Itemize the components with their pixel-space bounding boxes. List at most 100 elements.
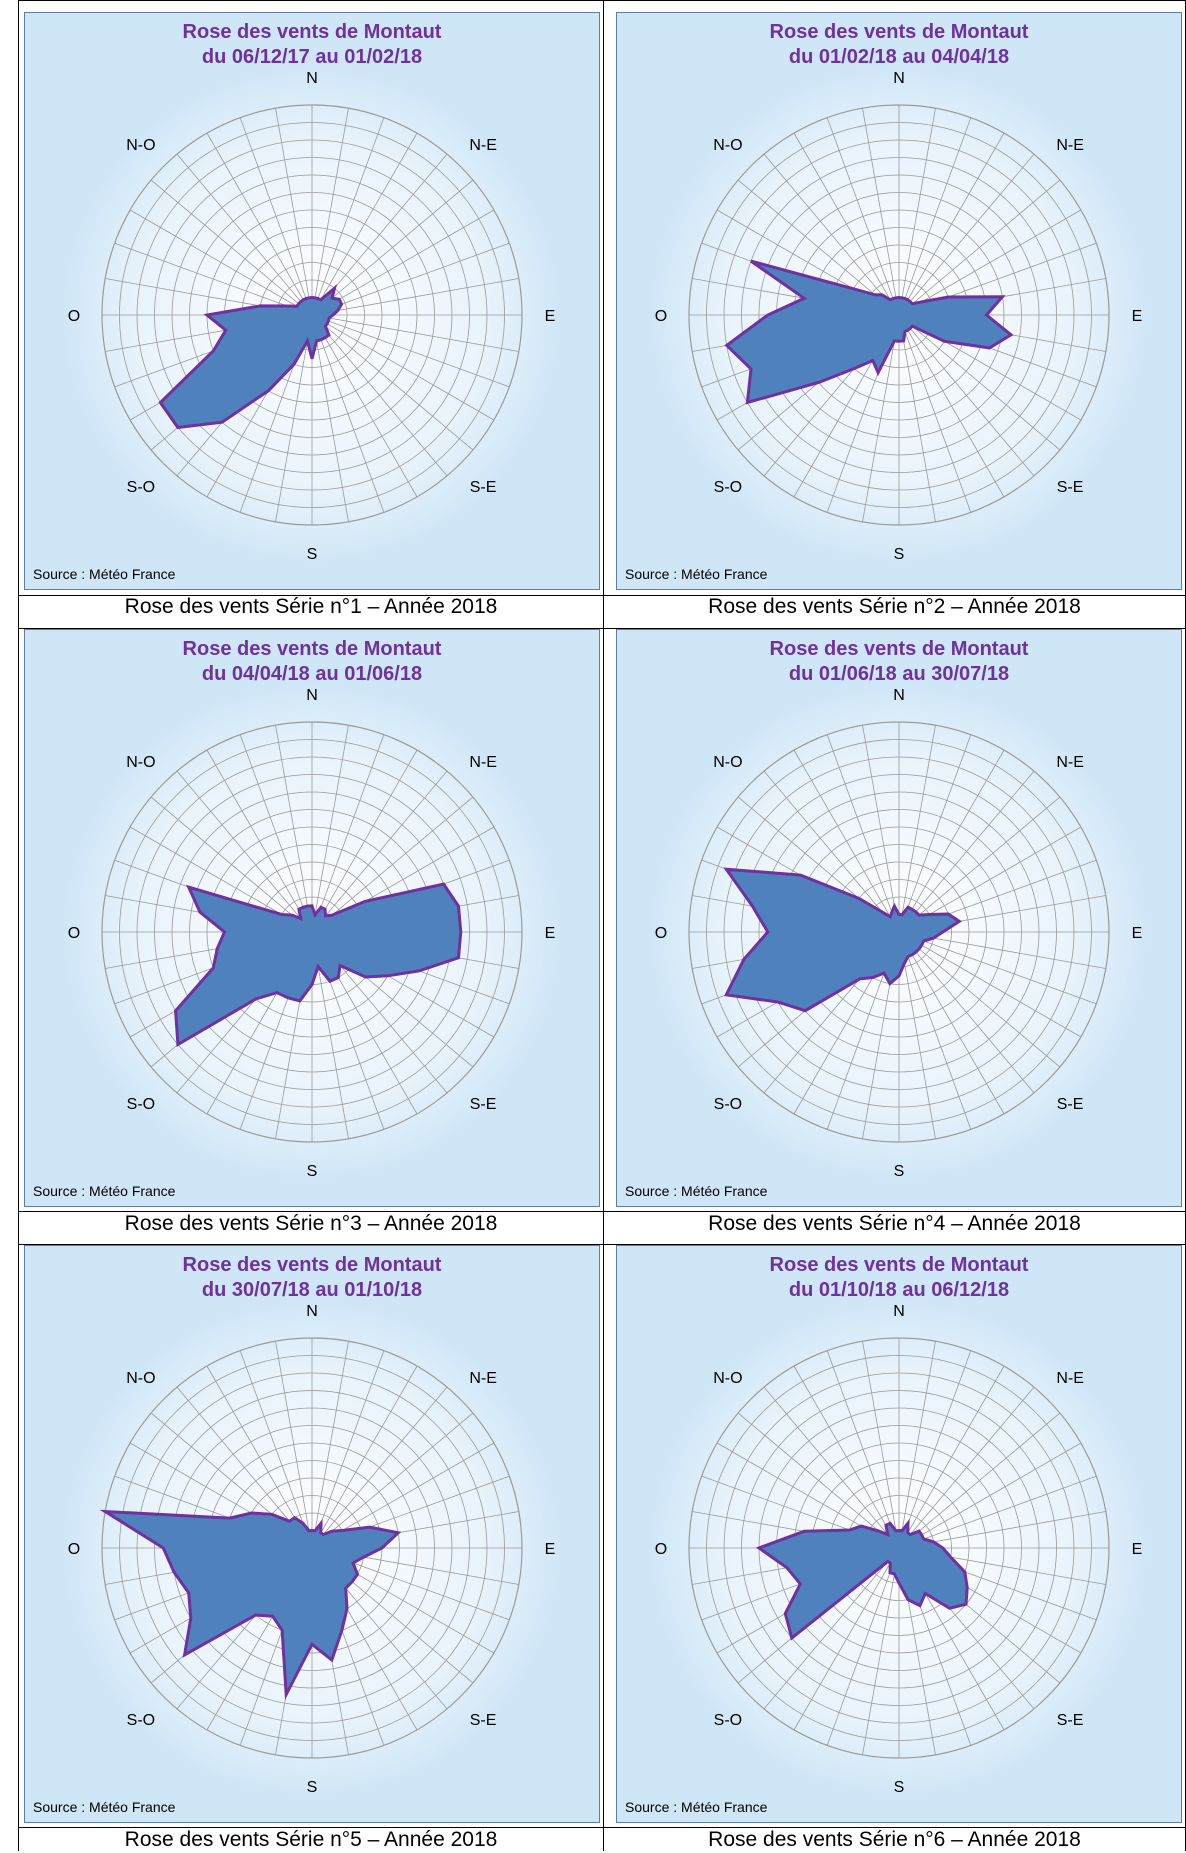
direction-label: O [68,925,80,942]
chart-subtitle: du 30/07/18 au 01/10/18 [202,1279,422,1301]
chart-cell-1: N N-E E S-E S S-O O N-O Rose des vents de Montau… [24,12,600,590]
direction-label: S-E [1057,1712,1084,1729]
grid-spoke [898,117,972,316]
grid-spoke [862,1341,900,1549]
grid-spoke [763,1386,900,1549]
direction-label: N-O [126,1370,155,1387]
grid-spoke [898,153,1035,316]
direction-label: S [894,546,905,563]
table-rule [18,1827,1186,1828]
grid-spoke [898,132,1005,316]
wind-frequency-area [723,867,963,1013]
direction-label: N [306,70,318,87]
chart-cell-4: N N-E E S-E S S-O O N-O Rose des vents de Montau… [616,629,1182,1207]
grid-spoke [311,314,448,477]
table-rule [18,0,1186,1]
direction-label: N-E [469,137,497,154]
source-note: Source : Météo France [625,1183,768,1199]
table-rule [18,628,1186,629]
direction-label: N-O [713,1370,742,1387]
direction-label: E [545,1541,556,1558]
direction-label: S-O [714,1712,742,1729]
direction-label: N-E [469,1370,497,1387]
grid-spoke [898,1475,1097,1549]
chart-subtitle: du 01/06/18 au 30/07/18 [789,663,1009,685]
grid-spoke [206,132,313,316]
grid-spoke [898,314,1035,477]
grid-spoke [898,314,972,513]
grid-spoke [129,209,313,316]
direction-label: O [655,925,667,942]
grid-spoke [311,1386,448,1549]
source-note: Source : Météo France [625,1799,768,1815]
grid-spoke [311,796,474,933]
grid-spoke [793,749,900,933]
grid-spoke [114,242,313,316]
chart-cell-6: N N-E E S-E S S-O O N-O Rose des vents de Montau… [616,1245,1182,1823]
wind-rose-chart: N N-E E S-E S S-O O N-O Rose des vents de Montau… [24,629,600,1207]
direction-label: N-E [469,754,497,771]
direction-label: N [893,687,905,704]
direction-label: S [307,1163,318,1180]
grid-spoke [275,1341,313,1549]
grid-spoke [150,796,313,933]
grid-spoke [311,242,510,316]
chart-title: Rose des vents de Montaut [770,638,1029,660]
direction-label: O [655,308,667,325]
direction-label: N-E [1056,754,1084,771]
chart-cell-2: N N-E E S-E S S-O O N-O Rose des vents de Montau… [616,12,1182,590]
direction-label: O [68,1541,80,1558]
grid-spoke [311,108,349,316]
direction-label: S-E [470,1712,497,1729]
grid-spoke [898,931,1005,1115]
chart-title: Rose des vents de Montaut [183,1254,442,1276]
wind-rose-chart: N N-E E S-E S S-O O N-O Rose des vents de Montau… [616,629,1182,1207]
direction-label: S [894,1163,905,1180]
wind-rose-svg: N N-E E S-E S S-O O N-O Rose des vents de Montau… [25,1246,599,1822]
caption-serie-6: Rose des vents Série n°6 – Année 2018 [708,1828,1081,1851]
grid-spoke [311,132,418,316]
grid-spoke [311,770,448,933]
direction-label: N-O [126,137,155,154]
grid-spoke [826,1547,900,1746]
grid-spoke [763,770,900,933]
direction-label: N [306,687,318,704]
wind-rose-svg: N N-E E S-E S S-O O N-O Rose des vents de Montau… [617,630,1181,1206]
direction-label: S-E [1057,1096,1084,1113]
source-note: Source : Météo France [33,1183,176,1199]
grid-spoke [311,314,495,421]
direction-label: N [893,1303,905,1320]
grid-spoke [176,153,313,316]
source-note: Source : Météo France [33,566,176,582]
wind-frequency-area [99,1509,402,1701]
direction-label: S-E [470,479,497,496]
caption-serie-2: Rose des vents Série n°2 – Année 2018 [708,595,1081,618]
grid-spoke [311,1350,385,1549]
direction-label: S-O [714,1096,742,1113]
table-rule [18,1244,1186,1245]
caption-serie-4: Rose des vents Série n°4 – Année 2018 [708,1212,1081,1235]
grid-spoke [898,770,1035,933]
grid-spoke [898,931,1082,1038]
wind-frequency-area [158,284,344,430]
grid-spoke [311,314,519,352]
grid-spoke [311,179,474,316]
grid-spoke [862,1547,900,1755]
chart-subtitle: du 01/02/18 au 04/04/18 [789,46,1009,68]
grid-spoke [898,734,972,933]
chart-cell-5: N N-E E S-E S S-O O N-O Rose des vents de Montau… [24,1245,600,1823]
grid-spoke [898,931,972,1130]
grid-spoke [275,725,313,933]
caption-serie-1: Rose des vents Série n°1 – Année 2018 [124,595,498,618]
caption-serie-5: Rose des vents Série n°5 – Année 2018 [124,1828,498,1851]
caption-serie-3: Rose des vents Série n°3 – Année 2018 [124,1212,498,1235]
grid-spoke [898,314,1005,498]
direction-label: N-O [713,754,742,771]
grid-spoke [898,931,1035,1094]
direction-label: E [545,925,556,942]
direction-label: S-E [1057,479,1084,496]
wind-rose-svg: N N-E E S-E S S-O O N-O Rose des vents de Montau… [617,1246,1181,1822]
wind-rose-chart: N N-E E S-E S S-O O N-O Rose des vents de Montau… [24,1245,600,1823]
grid-spoke [311,314,385,513]
